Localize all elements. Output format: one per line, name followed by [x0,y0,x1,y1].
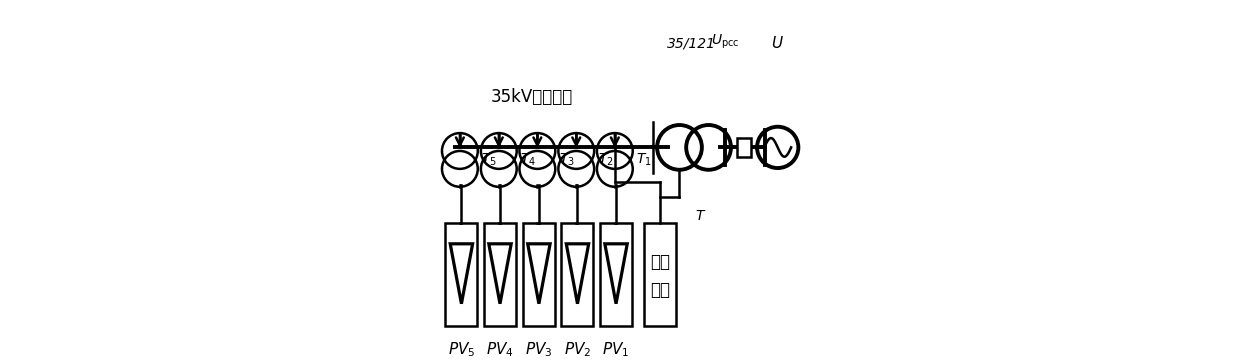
Text: 系统: 系统 [650,281,670,299]
Bar [600,223,632,326]
Text: T$_3$: T$_3$ [559,152,574,168]
Text: T$_2$: T$_2$ [598,152,614,168]
Bar [562,223,594,326]
Text: PV$_3$: PV$_3$ [525,340,553,359]
Bar [484,223,516,326]
Text: $U$: $U$ [771,35,784,51]
Text: T$_5$: T$_5$ [481,152,497,168]
Bar [738,138,750,157]
Text: PV$_5$: PV$_5$ [448,340,475,359]
Text: $U_{\mathrm{pcc}}$: $U_{\mathrm{pcc}}$ [711,33,739,51]
Text: PV$_1$: PV$_1$ [603,340,630,359]
Text: 35/121: 35/121 [667,37,717,51]
Bar [644,223,676,326]
Bar [445,223,477,326]
Text: 35kV集电系统: 35kV集电系统 [491,88,573,106]
Text: 储能: 储能 [650,253,670,272]
Text: T$_1$: T$_1$ [636,152,652,168]
Text: T$_4$: T$_4$ [520,152,537,168]
Text: PV$_4$: PV$_4$ [486,340,513,359]
Bar [523,223,556,326]
Text: T: T [694,209,703,223]
Text: PV$_2$: PV$_2$ [564,340,591,359]
